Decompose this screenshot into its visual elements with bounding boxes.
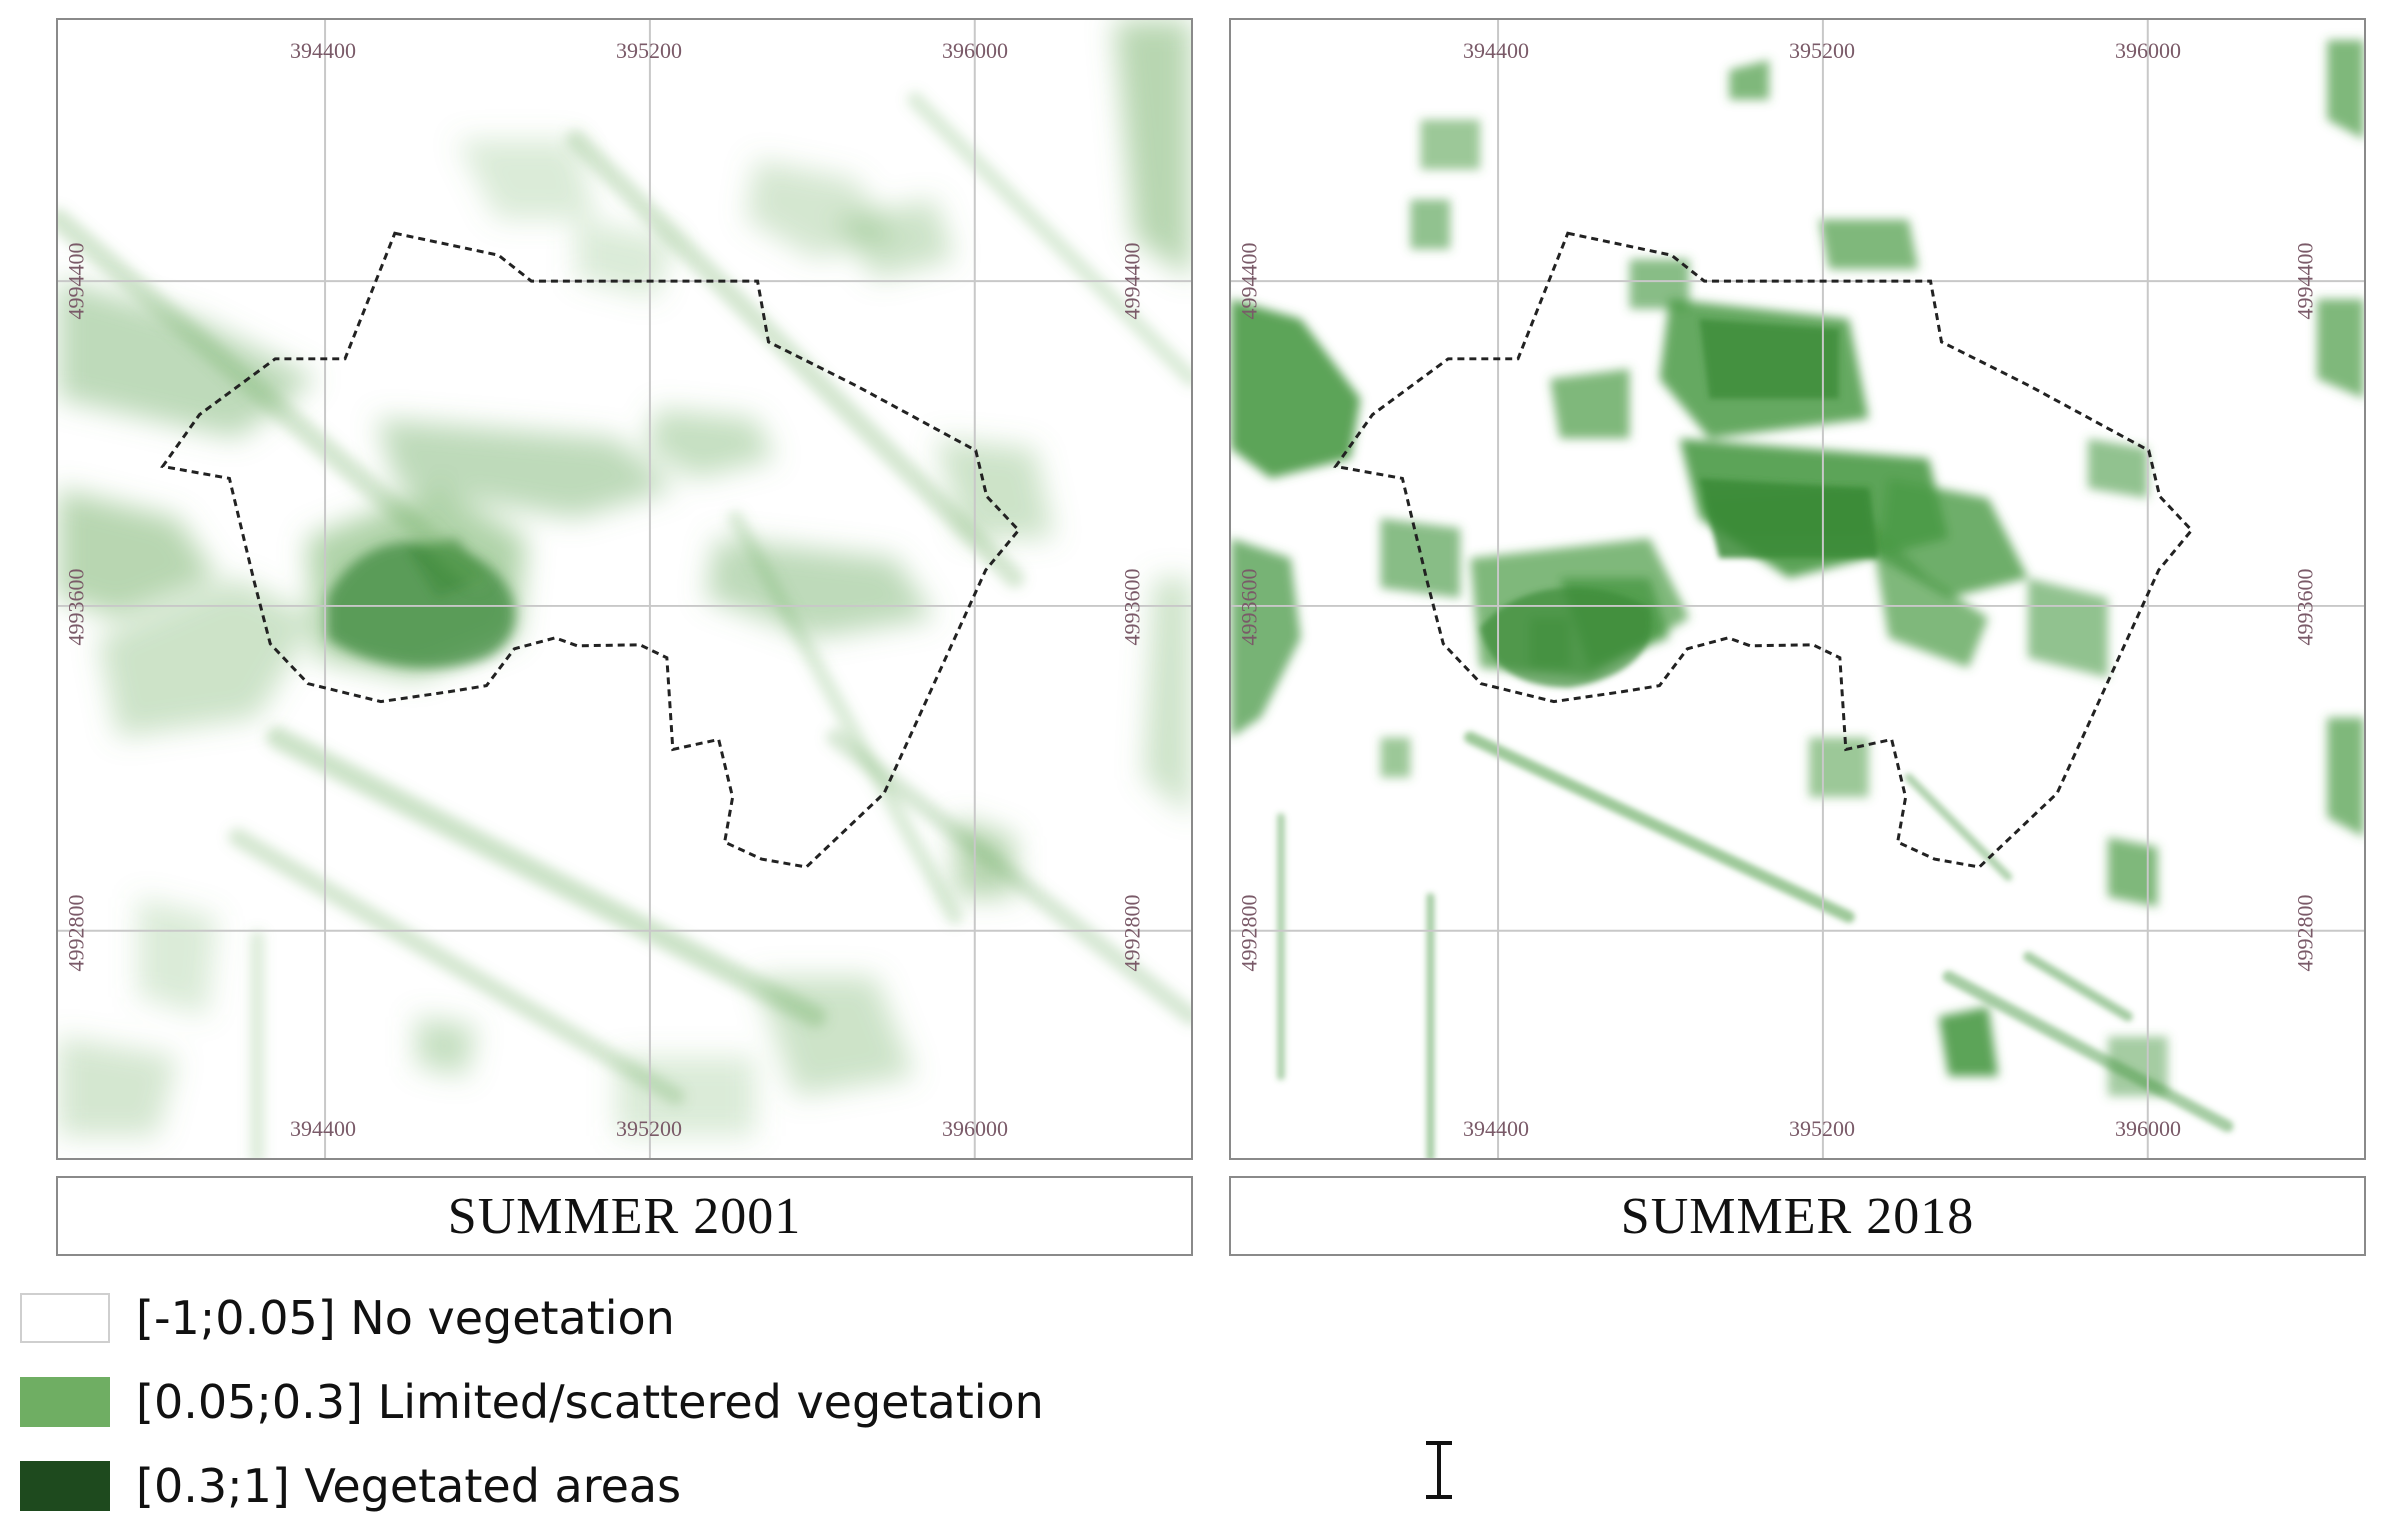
x-tick-top: 396000	[2115, 38, 2181, 63]
x-tick-bottom: 394400	[1463, 1116, 1529, 1141]
map-title-2018: SUMMER 2018	[1229, 1176, 2366, 1256]
vegetation-dense-layer	[1480, 318, 1879, 688]
study-area-boundary	[160, 231, 1021, 869]
legend-label: [-1;0.05] No vegetation	[136, 1291, 675, 1345]
legend-swatch	[20, 1461, 110, 1511]
y-tick-left: 4994400	[63, 242, 89, 320]
x-tick-top: 396000	[942, 38, 1008, 63]
legend: [-1;0.05] No vegetation [0.05;0.3] Limit…	[20, 1276, 1044, 1528]
legend-item-limited-vegetation: [0.05;0.3] Limited/scattered vegetation	[20, 1360, 1044, 1444]
legend-label: [0.3;1] Vegetated areas	[136, 1459, 682, 1513]
y-tick-left: 4992800	[63, 894, 89, 972]
x-tick-bottom: 394400	[290, 1116, 356, 1141]
legend-swatch	[20, 1293, 110, 1343]
x-tick-bottom: 396000	[2115, 1116, 2181, 1141]
y-tick-right: 4992800	[1119, 894, 1145, 972]
y-tick-right: 4992800	[2292, 894, 2318, 972]
ndvi-map-2001	[58, 20, 1191, 1158]
x-tick-bottom: 396000	[942, 1116, 1008, 1141]
legend-swatch	[20, 1377, 110, 1427]
map-panel-2001[interactable]: 394400 395200 396000 394400 395200 39600…	[56, 18, 1193, 1160]
y-tick-left: 4992800	[1236, 894, 1262, 972]
legend-item-vegetated: [0.3;1] Vegetated areas	[20, 1444, 1044, 1528]
x-tick-top: 394400	[290, 38, 356, 63]
y-tick-right: 4993600	[2292, 568, 2318, 646]
x-tick-bottom: 395200	[616, 1116, 682, 1141]
y-tick-right: 4994400	[2292, 242, 2318, 320]
legend-label: [0.05;0.3] Limited/scattered vegetation	[136, 1375, 1044, 1429]
text-cursor-icon	[1426, 1441, 1452, 1499]
y-tick-left: 4993600	[1236, 568, 1262, 646]
y-tick-right: 4993600	[1119, 568, 1145, 646]
legend-item-no-vegetation: [-1;0.05] No vegetation	[20, 1276, 1044, 1360]
y-tick-right: 4994400	[1119, 242, 1145, 320]
y-tick-left: 4994400	[1236, 242, 1262, 320]
vegetation-linear-features	[1276, 731, 2234, 1158]
map-panel-2018[interactable]: 394400 395200 396000 394400 395200 39600…	[1229, 18, 2366, 1160]
x-tick-top: 395200	[616, 38, 682, 63]
map-title-2001: SUMMER 2001	[56, 1176, 1193, 1256]
study-area-boundary	[1333, 231, 2194, 869]
x-tick-top: 395200	[1789, 38, 1855, 63]
grid-lines	[1231, 20, 2364, 1158]
x-tick-bottom: 395200	[1789, 1116, 1855, 1141]
y-tick-left: 4993600	[63, 568, 89, 646]
ndvi-map-2018	[1231, 20, 2364, 1158]
vegetation-layer	[1231, 39, 2364, 1097]
x-tick-top: 394400	[1463, 38, 1529, 63]
